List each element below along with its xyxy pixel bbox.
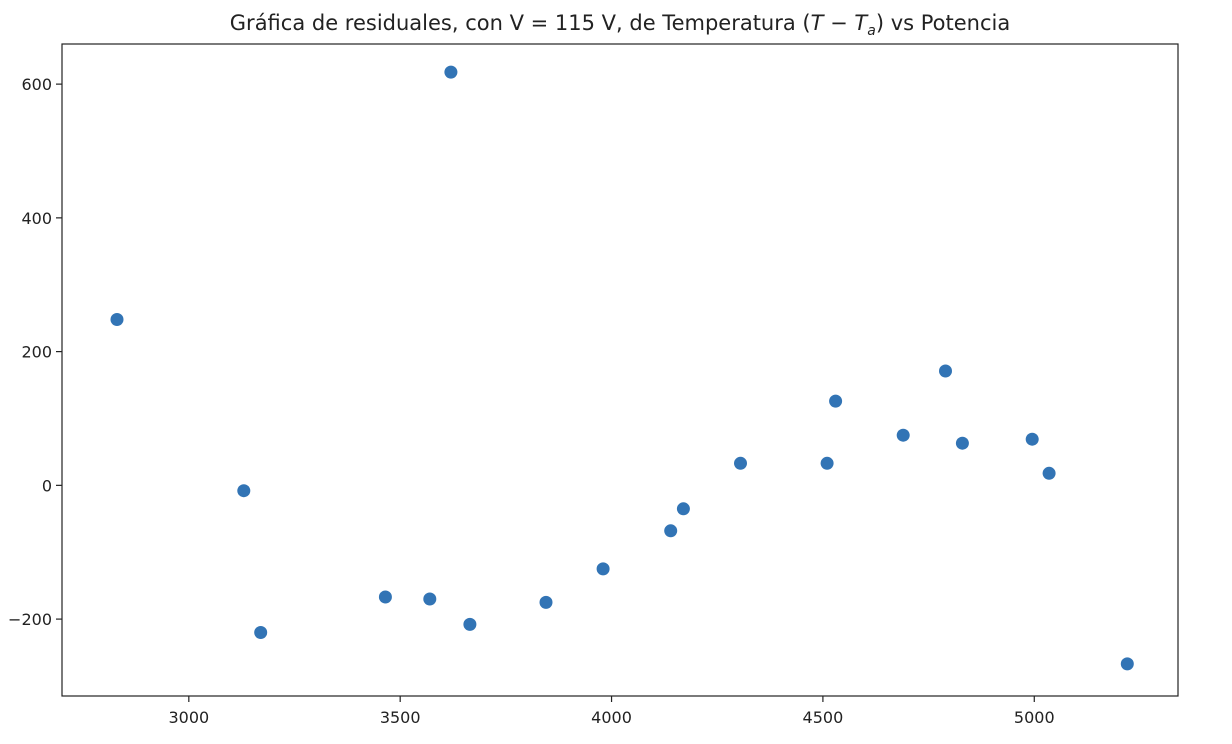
- data-point: [939, 364, 952, 378]
- x-tick-label: 5000: [1014, 708, 1055, 727]
- data-point: [829, 394, 843, 408]
- data-points: [110, 65, 1134, 671]
- data-point: [254, 626, 268, 639]
- title-prefix: Gráfica de residuales, con V = 115 V, de…: [230, 11, 811, 35]
- data-point: [1120, 657, 1134, 671]
- data-point: [734, 456, 747, 470]
- data-point: [110, 313, 124, 326]
- data-point: [423, 592, 437, 606]
- data-point: [378, 590, 392, 604]
- y-tick-label: 600: [21, 75, 52, 94]
- y-tick-label: −200: [8, 610, 52, 629]
- x-tick-label: 3000: [168, 708, 209, 727]
- title-minus: −: [823, 11, 854, 35]
- plot-area-frame: [61, 43, 1179, 697]
- data-point: [596, 562, 610, 576]
- x-tick-label: 4500: [803, 708, 844, 727]
- data-point: [664, 524, 678, 538]
- chart-title: Gráfica de residuales, con V = 115 V, de…: [230, 11, 1010, 39]
- data-point: [463, 617, 477, 631]
- x-tick-label: 4000: [591, 708, 632, 727]
- data-point: [896, 428, 910, 442]
- y-axis: −200 0 200 400 600: [8, 75, 62, 629]
- title-Ta-sub: a: [867, 23, 876, 39]
- data-point: [444, 65, 458, 79]
- data-point: [820, 456, 834, 470]
- data-point: [955, 436, 969, 450]
- data-point: [676, 502, 690, 516]
- title-T: T: [811, 11, 826, 35]
- title-suffix: ) vs Potencia: [876, 11, 1010, 35]
- y-tick-label: 0: [42, 476, 52, 495]
- data-point: [539, 595, 553, 609]
- x-tick-label: 3500: [380, 708, 421, 727]
- data-point: [1042, 466, 1056, 480]
- title-Ta-base: T: [854, 11, 869, 35]
- y-tick-label: 200: [21, 343, 52, 362]
- y-tick-label: 400: [21, 209, 52, 228]
- data-point: [237, 484, 251, 498]
- x-axis: 3000 3500 4000 4500 5000: [168, 696, 1055, 727]
- data-point: [1025, 432, 1039, 446]
